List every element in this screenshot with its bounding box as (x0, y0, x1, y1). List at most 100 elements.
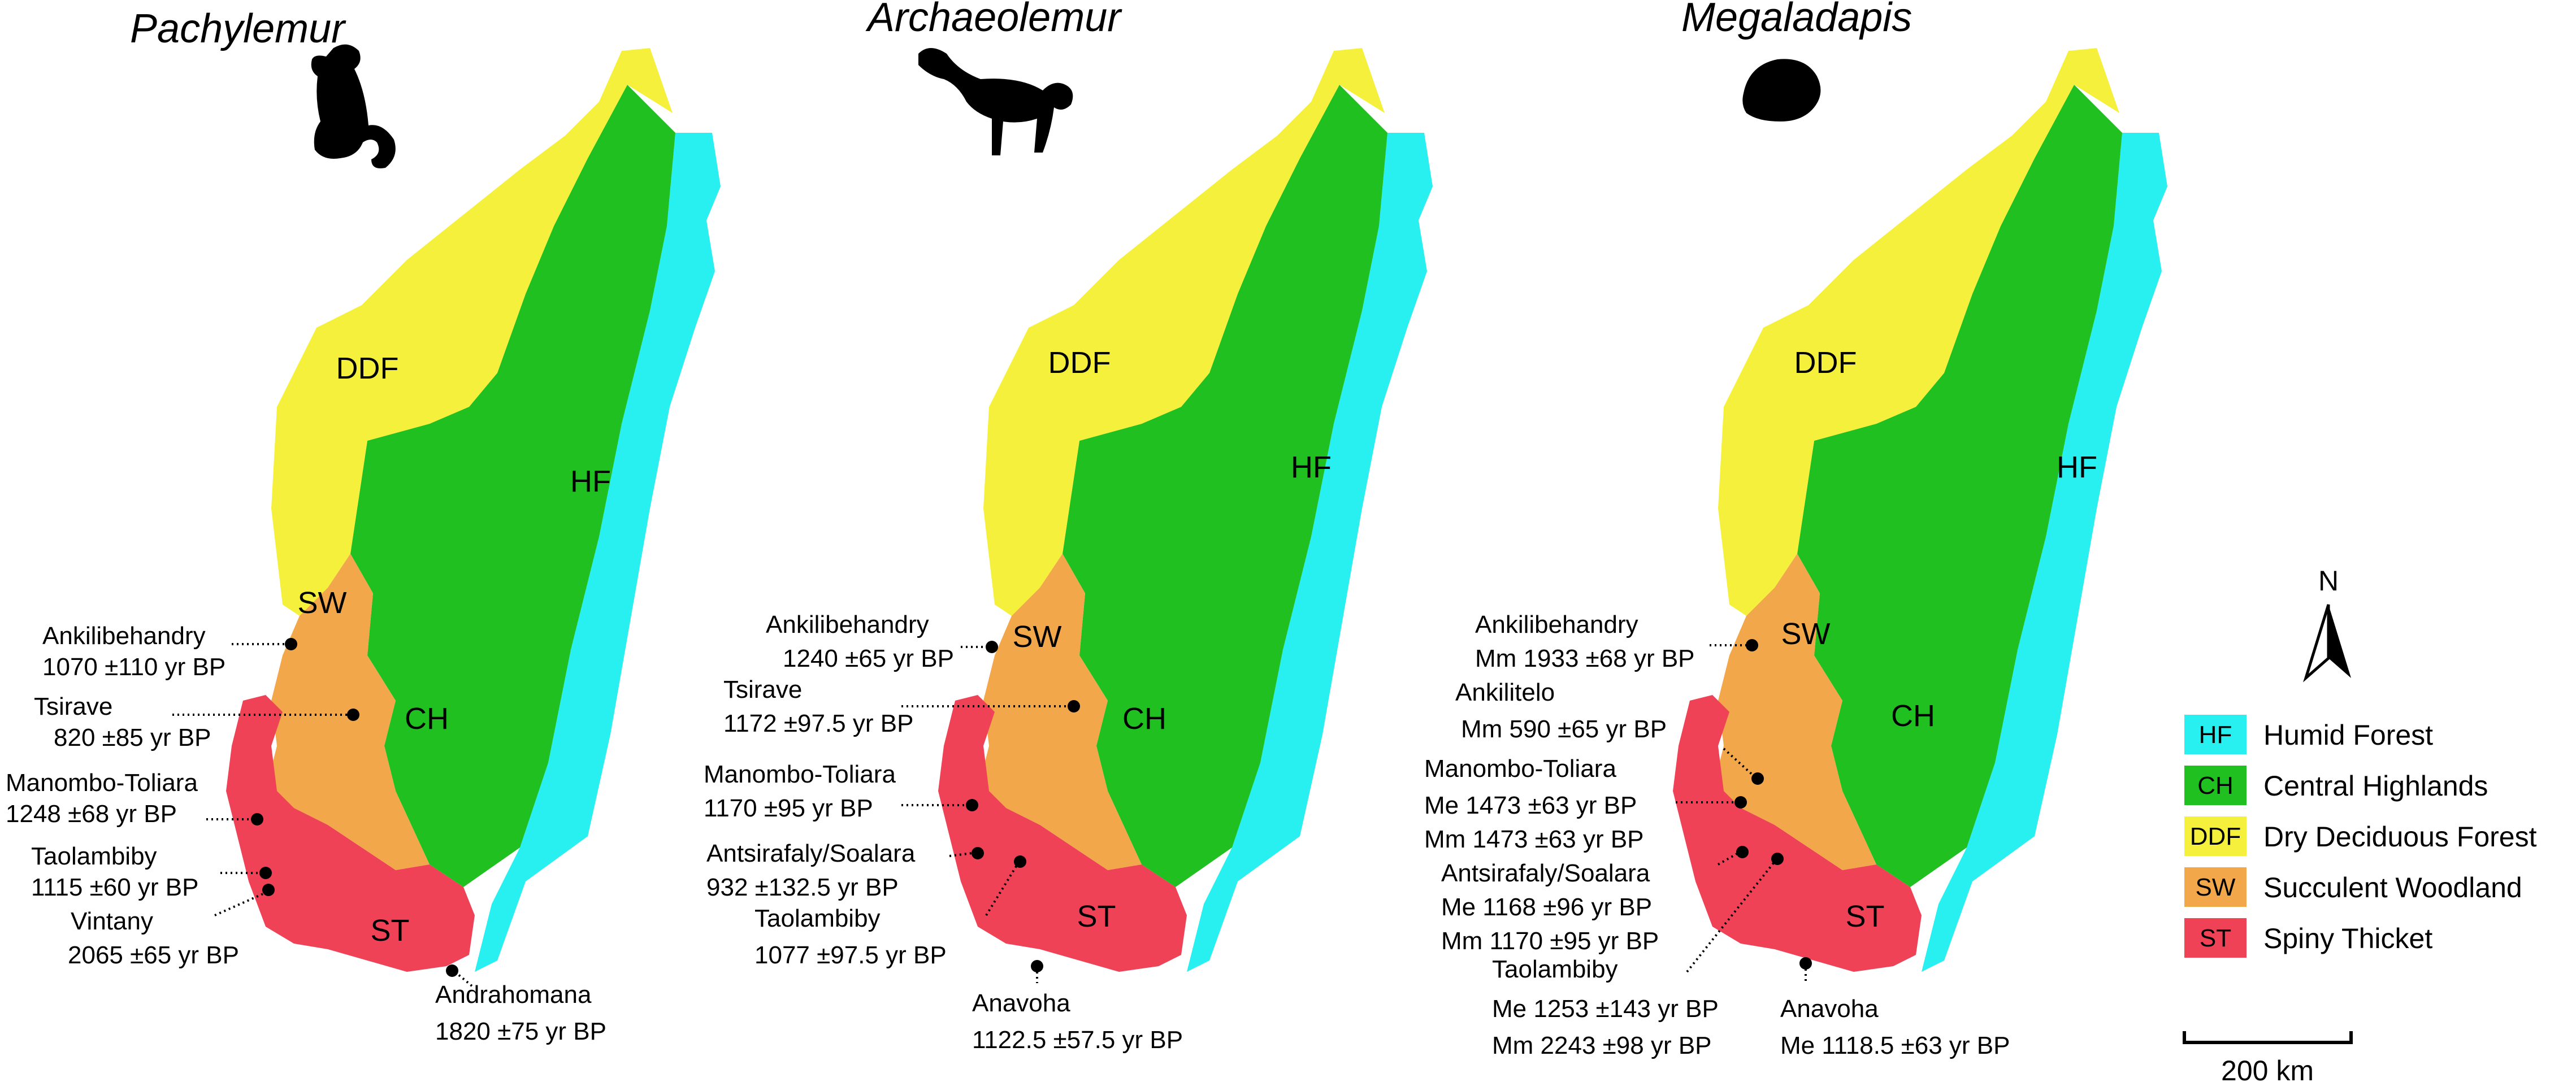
svg-text:1077 ±97.5 yr BP: 1077 ±97.5 yr BP (754, 941, 947, 969)
site-manombo-toliara: Manombo-Toliara 1248 ±68 yr BP (6, 769, 263, 828)
site-ankilibehandry: Ankilibehandry 1240 ±65 yr BP (766, 611, 998, 672)
region-label-ddf: DDF (1048, 346, 1111, 380)
svg-text:Ankilitelo: Ankilitelo (1455, 679, 1555, 706)
svg-text:1820 ±75 yr BP: 1820 ±75 yr BP (435, 1018, 606, 1045)
scale-bar: 200 km (2183, 1031, 2353, 1082)
svg-text:Me 1168 ±96 yr BP: Me 1168 ±96 yr BP (1441, 893, 1652, 921)
svg-text:SW: SW (2196, 874, 2236, 901)
legend-item-st: ST Spiny Thicket (2184, 918, 2432, 958)
region-label-hf: HF (570, 464, 611, 498)
region-label-ch: CH (1122, 702, 1166, 736)
svg-text:1240 ±65 yr BP: 1240 ±65 yr BP (783, 645, 954, 672)
region-label-ch: CH (1891, 699, 1935, 733)
svg-text:Taolambiby: Taolambiby (754, 905, 881, 932)
svg-text:Central Highlands: Central Highlands (2263, 770, 2488, 802)
site-anavoha: Anavoha Me 1118.5 ±63 yr BP (1780, 957, 2010, 1059)
region-spiny-thicket (938, 695, 1187, 972)
legend-swatch (2184, 918, 2247, 958)
svg-text:1115 ±60 yr BP: 1115 ±60 yr BP (31, 874, 198, 901)
region-succulent-woodland (1712, 554, 1876, 870)
svg-text:2065 ±65 yr BP: 2065 ±65 yr BP (68, 941, 239, 969)
legend-swatch (2184, 766, 2247, 805)
legend-item-ch: CH Central Highlands (2184, 766, 2488, 805)
north-arrow-icon (2303, 604, 2351, 683)
region-label-hf: HF (1291, 450, 1332, 484)
svg-text:Tsirave: Tsirave (34, 693, 112, 720)
svg-text:Succulent Woodland: Succulent Woodland (2263, 872, 2522, 903)
region-dry-deciduous-forest (1718, 48, 2119, 616)
svg-text:Andrahomana: Andrahomana (435, 981, 592, 1009)
svg-text:Spiny Thicket: Spiny Thicket (2263, 923, 2432, 954)
legend-item-sw: SW Succulent Woodland (2184, 867, 2522, 907)
svg-text:Ankilibehandry: Ankilibehandry (1475, 611, 1638, 638)
svg-text:Manombo-Toliara: Manombo-Toliara (6, 769, 198, 797)
site-antsirafaly-soalara: Antsirafaly/Soalara Me 1168 ±96 yr BP Mm… (1441, 846, 1749, 955)
region-central-highlands (1063, 85, 1387, 887)
svg-text:932 ±132.5 yr BP: 932 ±132.5 yr BP (706, 874, 899, 901)
svg-text:Mm 590 ±65 yr BP: Mm 590 ±65 yr BP (1461, 715, 1667, 743)
svg-text:1070 ±110 yr BP: 1070 ±110 yr BP (42, 653, 225, 681)
site-antsirafaly-soalara: Antsirafaly/Soalara 932 ±132.5 yr BP (706, 840, 984, 901)
region-label-sw: SW (1781, 617, 1831, 651)
svg-text:Humid Forest: Humid Forest (2263, 719, 2433, 751)
site-ankilibehandry: Ankilibehandry 1070 ±110 yr BP (42, 622, 297, 681)
svg-text:Mm 1473 ±63 yr BP: Mm 1473 ±63 yr BP (1424, 825, 1644, 853)
site-taolambiby: Taolambiby 1115 ±60 yr BP (31, 842, 272, 901)
legend: HF Humid Forest CH Central Highlands DDF… (2184, 715, 2537, 958)
madagascar-map (938, 48, 1433, 972)
svg-text:Manombo-Toliara: Manombo-Toliara (704, 761, 896, 788)
site-tsirave: Tsirave 820 ±85 yr BP (34, 693, 359, 751)
region-label-st: ST (1845, 900, 1884, 933)
svg-text:DDF: DDF (2190, 823, 2241, 850)
region-humid-forest (1187, 133, 1433, 972)
svg-text:Mm 1933 ±68 yr BP: Mm 1933 ±68 yr BP (1475, 645, 1695, 672)
svg-text:CH: CH (2197, 772, 2234, 799)
svg-text:Me 1253 ±143 yr BP: Me 1253 ±143 yr BP (1492, 995, 1719, 1023)
koala-lemur-silhouette-icon (1742, 59, 1821, 121)
panel-title: Pachylemur (130, 6, 346, 51)
region-label-ch: CH (405, 702, 449, 736)
region-central-highlands (1797, 85, 2122, 887)
legend-swatch (2184, 816, 2247, 856)
svg-text:Vintany: Vintany (71, 907, 153, 935)
region-label-ddf: DDF (336, 351, 399, 385)
svg-text:1172 ±97.5 yr BP: 1172 ±97.5 yr BP (723, 710, 913, 737)
madagascar-map (226, 48, 721, 972)
svg-text:Antsirafaly/Soalara: Antsirafaly/Soalara (1441, 859, 1650, 887)
scale-bar-label: 200 km (2221, 1055, 2314, 1082)
site-vintany: Vintany 2065 ±65 yr BP (68, 884, 275, 969)
legend-item-ddf: DDF Dry Deciduous Forest (2184, 816, 2537, 856)
monkey-lemur-silhouette-icon (918, 48, 1073, 155)
svg-text:Taolambiby: Taolambiby (1492, 955, 1618, 983)
svg-text:Anavoha: Anavoha (1780, 995, 1879, 1023)
svg-text:Me 1473 ±63 yr BP: Me 1473 ±63 yr BP (1424, 792, 1637, 819)
region-spiny-thicket (226, 695, 475, 972)
svg-text:Anavoha: Anavoha (972, 989, 1070, 1017)
svg-text:Manombo-Toliara: Manombo-Toliara (1424, 755, 1616, 783)
legend-swatch (2184, 715, 2247, 754)
legend-swatch (2184, 867, 2247, 907)
svg-text:Mm 1170 ±95 yr BP: Mm 1170 ±95 yr BP (1441, 927, 1659, 955)
region-humid-forest (1922, 133, 2167, 972)
region-succulent-woodland (266, 554, 430, 870)
lemur-silhouette-icon (311, 44, 396, 168)
svg-text:Mm 2243 ±98 yr BP: Mm 2243 ±98 yr BP (1492, 1032, 1712, 1059)
site-taolambiby: Taolambiby 1077 ±97.5 yr BP (754, 855, 1026, 969)
svg-text:Dry Deciduous Forest: Dry Deciduous Forest (2263, 821, 2537, 853)
region-label-hf: HF (2057, 450, 2097, 484)
svg-text:1248 ±68 yr BP: 1248 ±68 yr BP (6, 800, 177, 828)
region-label-sw: SW (1013, 620, 1062, 654)
site-andrahomana: Andrahomana 1820 ±75 yr BP (435, 964, 606, 1045)
svg-text:1122.5 ±57.5 yr BP: 1122.5 ±57.5 yr BP (972, 1026, 1183, 1054)
region-succulent-woodland (978, 554, 1142, 870)
site-ankilitelo: Ankilitelo Mm 590 ±65 yr BP (1455, 679, 1764, 785)
region-label-ddf: DDF (1794, 346, 1857, 380)
svg-text:Ankilibehandry: Ankilibehandry (766, 611, 929, 638)
svg-text:Tsirave: Tsirave (723, 676, 802, 703)
panel-megaladapis: Megaladapis DDF HF SW CH ST Ankilibehand… (1424, 0, 2167, 1059)
region-humid-forest (475, 133, 721, 972)
panel-title: Archaeolemur (865, 0, 1122, 40)
site-anavoha: Anavoha 1122.5 ±57.5 yr BP (972, 960, 1183, 1054)
region-label-st: ST (370, 914, 409, 948)
